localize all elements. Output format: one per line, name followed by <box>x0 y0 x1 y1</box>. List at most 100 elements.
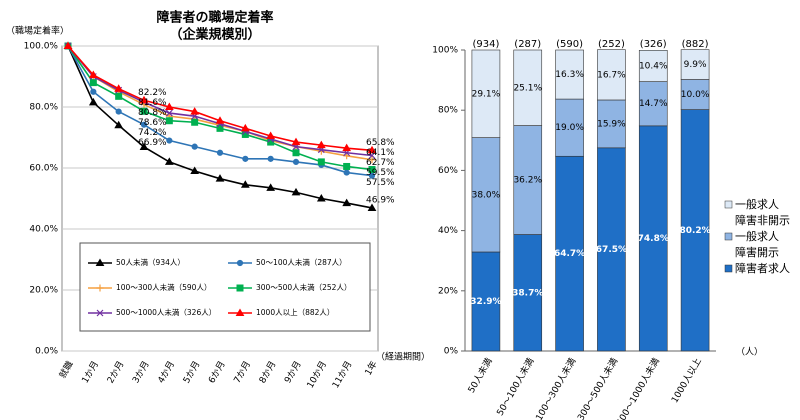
data-label: 62.7% <box>366 158 395 168</box>
legend-line-text: 一般求人 <box>735 230 779 243</box>
x-tick-label: 11か月 <box>330 359 354 390</box>
marker <box>367 203 377 211</box>
marker <box>95 258 105 266</box>
marker <box>368 152 376 159</box>
data-label: 25.1% <box>513 83 542 93</box>
total-label: (590) <box>556 39 583 50</box>
marker <box>216 149 224 156</box>
bar-segment <box>638 125 668 352</box>
marker <box>191 118 199 126</box>
y-tick-label: 40% <box>438 226 458 236</box>
x-tick-label: 500〜1000人未満 <box>614 356 662 420</box>
legend-label: 1000人以上（882人） <box>256 308 334 317</box>
marker <box>166 137 173 144</box>
y-tick-label: 100% <box>432 46 458 56</box>
legend-label: 50〜100人未満（287人） <box>256 257 347 267</box>
bar-segment <box>555 49 584 100</box>
y-tick-label: 40.0% <box>29 225 58 235</box>
bar-segment <box>638 50 668 82</box>
y-tick-label: 60% <box>438 166 458 176</box>
x-tick-label: 300〜500人未満 <box>575 356 621 420</box>
marker <box>266 131 276 139</box>
total-label: (287) <box>514 39 541 50</box>
bar-segment <box>471 137 501 253</box>
legend-label: 100〜300人未満（590人） <box>116 282 211 292</box>
marker <box>215 174 225 182</box>
legend-line-text: 一般求人 <box>735 198 779 211</box>
marker <box>96 284 104 292</box>
bar-segment <box>555 155 584 352</box>
data-label: 74.2% <box>138 128 167 138</box>
line <box>67 45 373 157</box>
data-label: 16.7% <box>597 70 626 80</box>
y-axis-label: （職場定着率） <box>6 25 69 37</box>
total-label: (882) <box>682 39 709 50</box>
data-label: 38.7% <box>512 288 543 298</box>
marker <box>165 109 173 117</box>
data-label: 14.7% <box>639 99 668 109</box>
legend-swatch <box>724 232 733 241</box>
marker <box>342 198 352 207</box>
x-tick-label: 50〜100人未満 <box>494 356 537 418</box>
bar-segment <box>597 147 626 352</box>
bar-segment <box>513 125 543 235</box>
marker <box>291 187 301 196</box>
marker <box>88 97 98 106</box>
marker <box>115 92 123 100</box>
x-tick-label: 1か月 <box>80 359 101 385</box>
bar-segment <box>680 49 710 80</box>
marker <box>63 41 73 49</box>
data-label: 10.0% <box>681 90 710 100</box>
x-axis-label: （経過期間） <box>376 351 430 363</box>
legend-label: 50人未満（934人） <box>116 257 185 267</box>
y-tick-label: 80.0% <box>29 103 58 113</box>
marker <box>342 143 352 152</box>
bar-segment <box>471 49 501 138</box>
y-tick-label: 20.0% <box>29 286 58 296</box>
marker <box>190 166 200 175</box>
data-label: 65.8% <box>366 138 395 148</box>
total-label: (252) <box>598 39 625 50</box>
legend-box <box>79 242 371 332</box>
legend-label: 500〜1000人未満（326人） <box>116 307 216 317</box>
marker <box>316 140 326 149</box>
bar-segment <box>680 109 710 352</box>
x-tick-label: 100〜300人未満 <box>533 356 579 420</box>
data-label: 59.5% <box>366 168 395 178</box>
line <box>67 45 373 152</box>
marker <box>164 102 174 110</box>
legend-swatch <box>724 264 733 273</box>
data-label: 80.2% <box>679 226 710 236</box>
marker <box>165 117 173 125</box>
x-tick-label: 2か月 <box>105 359 126 385</box>
marker <box>267 155 274 162</box>
marker <box>89 79 97 87</box>
y-tick-label: 20% <box>438 286 458 296</box>
data-label: 10.4% <box>639 61 668 71</box>
data-label: 81.6% <box>138 98 167 108</box>
line <box>67 45 373 177</box>
marker <box>292 158 300 165</box>
marker <box>236 259 244 267</box>
legend-line-text: 障害開示 <box>735 245 779 259</box>
marker <box>114 84 124 92</box>
data-label: 82.2% <box>138 88 167 98</box>
data-label: 32.9% <box>470 297 501 307</box>
data-label: 78.6% <box>138 118 167 128</box>
bar-segment <box>513 49 543 126</box>
x-tick-label: 6か月 <box>206 359 227 385</box>
marker <box>240 180 250 188</box>
marker <box>140 121 148 128</box>
marker <box>90 88 97 95</box>
marker <box>317 158 325 166</box>
unit-label: （人） <box>736 347 763 358</box>
marker <box>140 107 148 115</box>
legend-label: 300〜500人未満（252人） <box>256 282 351 292</box>
marker <box>236 284 244 292</box>
marker <box>164 157 174 165</box>
x-tick-label: 7か月 <box>232 359 253 385</box>
x-tick-label: 4か月 <box>156 359 177 385</box>
marker <box>368 166 376 174</box>
legend-line-text: 障害非開示 <box>735 213 790 227</box>
